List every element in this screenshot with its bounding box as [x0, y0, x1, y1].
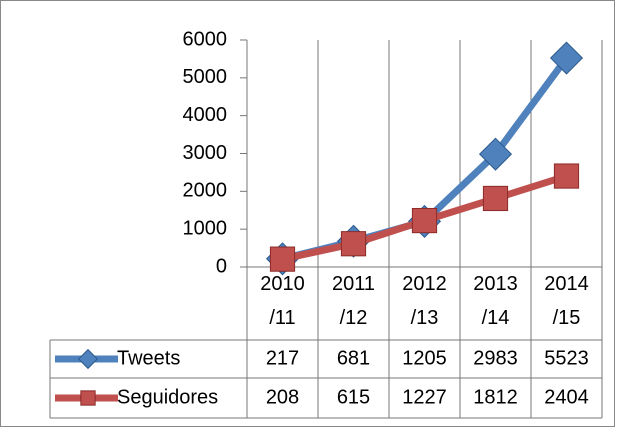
- y-tick-label: 0: [216, 255, 227, 277]
- marker: [340, 231, 367, 257]
- marker: [77, 348, 99, 370]
- table-value: 5523: [544, 347, 589, 369]
- marker: [549, 41, 584, 75]
- x-tick-label: 2014/15: [544, 273, 589, 329]
- y-tick-label: 2000: [183, 180, 228, 202]
- x-tick-label: 2011/12: [332, 273, 375, 329]
- table-value: 208: [266, 386, 299, 408]
- marker: [553, 163, 580, 189]
- y-tick-label: 5000: [183, 66, 228, 88]
- marker: [80, 390, 96, 406]
- table-value: 1812: [473, 386, 518, 408]
- y-tick-label: 4000: [183, 104, 228, 126]
- table-value: 2404: [544, 386, 589, 408]
- x-tick-label: 2010/11: [260, 273, 305, 329]
- marker: [411, 207, 438, 234]
- legend-label: Tweets: [117, 347, 180, 369]
- x-tick-label: 2012/13: [402, 273, 447, 329]
- y-tick-label: 6000: [183, 28, 228, 50]
- table-value: 217: [266, 347, 299, 369]
- table-value: 1227: [402, 386, 447, 408]
- x-tick-label: 2013/14: [473, 273, 518, 329]
- table-value: 1205: [402, 347, 447, 369]
- table-value: 2983: [473, 347, 518, 369]
- table-value: 681: [337, 347, 370, 369]
- table-value: 615: [337, 386, 370, 408]
- marker: [482, 185, 509, 212]
- y-tick-label: 1000: [183, 217, 228, 239]
- marker: [269, 246, 296, 272]
- y-tick-label: 3000: [183, 142, 228, 164]
- legend-label: Seguidores: [117, 386, 218, 408]
- marker: [478, 137, 513, 171]
